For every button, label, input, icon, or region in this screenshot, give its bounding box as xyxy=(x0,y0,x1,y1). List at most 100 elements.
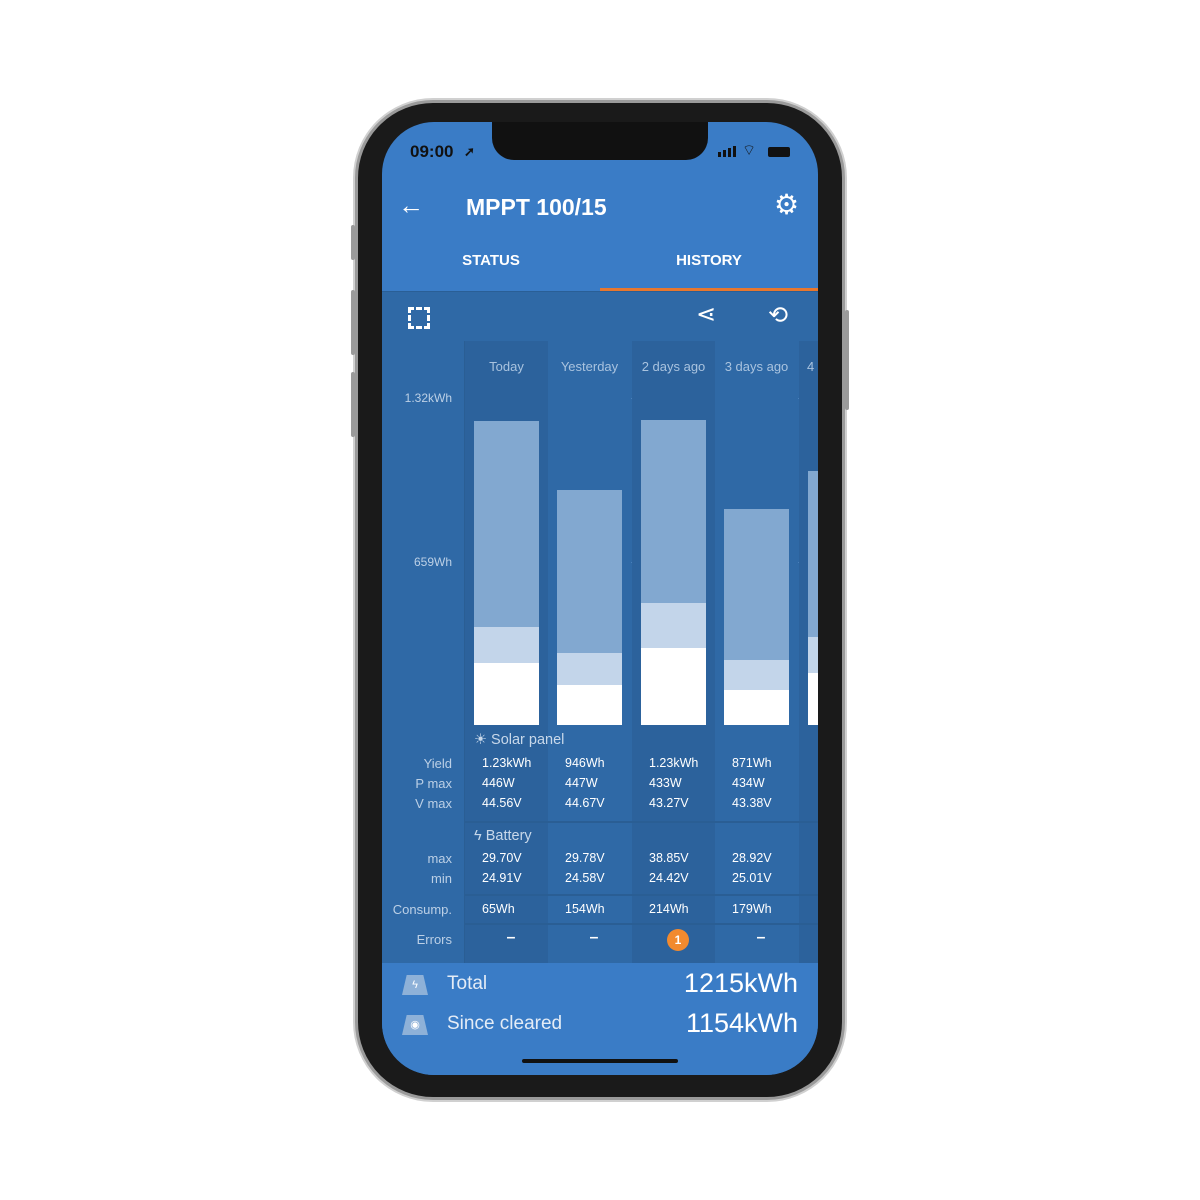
column-header: 4 xyxy=(807,359,815,374)
consump-value: 214Wh xyxy=(649,902,689,916)
bar-segment xyxy=(808,672,818,725)
app-screen: 09:00 ➚ ⌔ ← MPPT 100/15 ⚙ STATUS HISTORY… xyxy=(382,122,818,1075)
fullscreen-icon[interactable] xyxy=(408,307,430,329)
bmax-value: 28.92V xyxy=(732,851,772,865)
error-badge[interactable]: 1 xyxy=(667,929,689,951)
pmax-label: P max xyxy=(415,776,452,791)
back-button[interactable]: ← xyxy=(398,190,424,220)
chart-toolbar: ⋖ ⟲ xyxy=(382,291,818,341)
bar-segment xyxy=(641,419,706,603)
consump-value: 179Wh xyxy=(732,902,772,916)
phone-mute-switch xyxy=(351,225,355,260)
yield-value: 946Wh xyxy=(565,756,605,770)
bmax-value: 38.85V xyxy=(649,851,689,865)
since-cleared-value: 1154kWh xyxy=(685,1008,798,1038)
vmax-value: 43.38V xyxy=(732,796,772,810)
bar-segment xyxy=(474,663,539,725)
bar-segment xyxy=(724,660,789,691)
bar-segment xyxy=(557,685,622,725)
yield-value: 871Wh xyxy=(732,756,772,770)
chart-column[interactable]: 2 days ago 1.23kWh 433W 43.27V 38.85V 24.42V 2… xyxy=(632,341,715,963)
bmax-value: 29.78V xyxy=(565,851,605,865)
vmax-value: 44.67V xyxy=(565,796,605,810)
share-icon[interactable]: ⋖ xyxy=(696,301,717,328)
battery-icon xyxy=(768,147,790,157)
vmax-label: V max xyxy=(415,796,452,811)
vmax-value: 44.56V xyxy=(482,796,522,810)
divider xyxy=(465,821,818,823)
chart-column[interactable]: Today 1.23kWh 446W 44.56V 29.70V 24.91V 65Wh – xyxy=(465,341,548,963)
bar-segment xyxy=(724,690,789,725)
history-chart: 1.32kWh 659Wh Today 1.23kWh 446W 44.56V 29.7… xyxy=(382,341,818,963)
battery-section: ϟ Battery xyxy=(474,828,532,844)
pmax-value: 447W xyxy=(565,776,598,790)
phone-volume-up xyxy=(351,290,355,355)
yield-label: Yield xyxy=(423,756,452,771)
total-lightning-icon: ϟ xyxy=(402,975,428,995)
tab-status[interactable]: STATUS xyxy=(462,252,520,269)
signal-icon xyxy=(718,146,736,157)
chart-column[interactable]: Yesterday 946Wh 447W 44.67V 29.78V 24.58V 154W… xyxy=(548,341,631,963)
bar-segment xyxy=(808,637,818,673)
total-value: 1215kWh xyxy=(683,968,798,998)
notch xyxy=(492,122,708,160)
bar-segment xyxy=(641,647,706,725)
location-icon: ➚ xyxy=(464,144,475,159)
column-header: Yesterday xyxy=(560,359,619,374)
wifi-icon: ⌔ xyxy=(742,142,757,159)
bar-segment xyxy=(557,490,622,654)
status-time: 09:00 xyxy=(410,142,454,161)
pmax-value: 446W xyxy=(482,776,515,790)
bar-segment xyxy=(724,508,789,661)
errors-label: Errors xyxy=(416,932,452,947)
yield-value: 1.23kWh xyxy=(649,756,699,770)
sun-icon: ☀ xyxy=(474,732,487,748)
history-restore-icon[interactable]: ⟲ xyxy=(768,302,789,329)
bmin-value: 24.58V xyxy=(565,871,605,885)
home-indicator xyxy=(522,1059,678,1063)
no-errors-dash[interactable]: – xyxy=(589,929,599,946)
bar-segment xyxy=(641,602,706,648)
consumption-label: Consump. xyxy=(392,902,452,917)
since-cleared-label: Since cleared xyxy=(447,1013,563,1034)
column-header: Today xyxy=(489,359,524,374)
y-label-mid: 659Wh xyxy=(413,555,452,569)
since-cleared-icon: ◉ xyxy=(402,1015,428,1035)
vmax-value: 43.27V xyxy=(649,796,689,810)
no-errors-dash[interactable]: – xyxy=(756,929,766,946)
lightning-icon: ϟ xyxy=(474,828,482,844)
bar-segment xyxy=(808,471,818,638)
bmin-value: 24.91V xyxy=(482,871,522,885)
pmax-value: 434W xyxy=(732,776,765,790)
battery-max-label: max xyxy=(427,851,452,866)
y-label-max: 1.32kWh xyxy=(404,391,452,405)
chart-column[interactable]: 4 xyxy=(799,341,818,963)
bar-segment xyxy=(474,421,539,628)
pmax-value: 433W xyxy=(649,776,682,790)
chart-column[interactable]: 3 days ago 871Wh 434W 43.38V 28.92V 25.01V 179… xyxy=(715,341,798,963)
bmin-value: 25.01V xyxy=(732,871,772,885)
page-title: MPPT 100/15 xyxy=(466,194,607,220)
yield-value: 1.23kWh xyxy=(482,756,532,770)
totals-footer: ϟ Total 1215kWh ◉ Since cleared 1154kWh xyxy=(382,963,818,1075)
bar-segment xyxy=(557,653,622,686)
solar-panel-section: ☀ Solar panel xyxy=(474,732,564,748)
battery-title: Battery xyxy=(485,828,532,844)
settings-gear-icon[interactable]: ⚙ xyxy=(774,189,800,220)
no-errors-dash[interactable]: – xyxy=(506,929,516,946)
consump-value: 154Wh xyxy=(565,902,605,916)
tab-history[interactable]: HISTORY xyxy=(676,252,742,269)
bar-segment xyxy=(474,627,539,664)
consump-value: 65Wh xyxy=(482,902,515,916)
phone-side-button xyxy=(845,310,849,410)
active-tab-indicator xyxy=(600,288,818,291)
solar-panel-title: Solar panel xyxy=(491,732,565,748)
divider xyxy=(465,894,818,896)
bmin-value: 24.42V xyxy=(649,871,689,885)
battery-min-label: min xyxy=(431,871,452,886)
divider xyxy=(465,923,818,925)
column-header: 3 days ago xyxy=(724,359,789,374)
total-label: Total xyxy=(447,973,488,994)
bmax-value: 29.70V xyxy=(482,851,522,865)
column-header: 2 days ago xyxy=(641,359,706,374)
